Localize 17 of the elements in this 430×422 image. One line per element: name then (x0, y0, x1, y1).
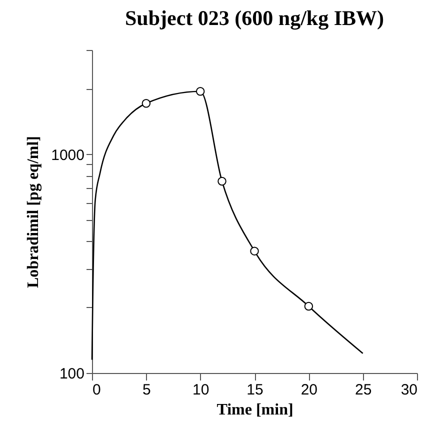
point (196, 87, 205, 96)
x-tick-label: 0 (92, 382, 101, 398)
x-tick-label: 10 (192, 382, 210, 398)
x-tick-label: 20 (300, 382, 318, 398)
x-tick-label: 25 (354, 382, 372, 398)
x-tick-label: 5 (142, 382, 151, 398)
point (304, 302, 314, 311)
point (142, 99, 151, 108)
point (250, 246, 259, 256)
y-tick-label: 1000 (51, 146, 84, 164)
x-tick-label: 15 (246, 382, 264, 398)
chart-title: Subject 023 (600 ng/kg IBW) (124, 6, 384, 30)
y-axis-title: Lobradimil [pg eq/ml] (25, 136, 42, 288)
x-tick-label: 30 (400, 382, 418, 398)
point (218, 176, 226, 186)
x-axis-title: Time [min] (216, 402, 294, 418)
y-tick-label: 100 (59, 366, 84, 382)
